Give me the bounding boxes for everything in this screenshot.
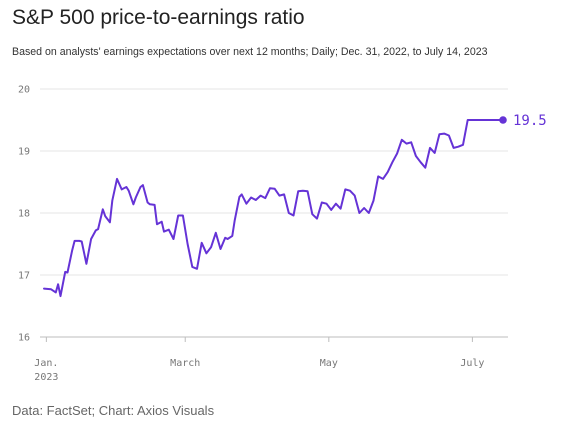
series-line <box>43 119 504 298</box>
chart-subtitle: Based on analysts' earnings expectations… <box>12 46 488 58</box>
y-axis: 16 17 18 19 20 <box>18 85 30 344</box>
chart-title: S&P 500 price-to-earnings ratio <box>12 6 305 29</box>
end-value-label: 19.5 <box>513 113 547 129</box>
x-tick-label: March <box>170 358 200 369</box>
y-tick-label: 18 <box>18 209 30 220</box>
x-tick-label: May <box>320 358 338 369</box>
y-tick-label: 19 <box>18 147 30 158</box>
series-line-group: 19.5 <box>43 113 547 298</box>
y-tick-label: 20 <box>18 85 30 96</box>
x-tick-label: Jan. <box>34 358 58 369</box>
x-tick-label: July <box>460 358 484 369</box>
x-axis: Jan. 2023 March May July <box>34 337 484 383</box>
end-point-marker <box>499 116 507 124</box>
y-tick-label: 17 <box>18 271 30 282</box>
gridlines <box>40 88 508 338</box>
chart-source: Data: FactSet; Chart: Axios Visuals <box>12 403 215 418</box>
x-tick-year-label: 2023 <box>34 372 58 383</box>
y-tick-label: 16 <box>18 333 30 344</box>
